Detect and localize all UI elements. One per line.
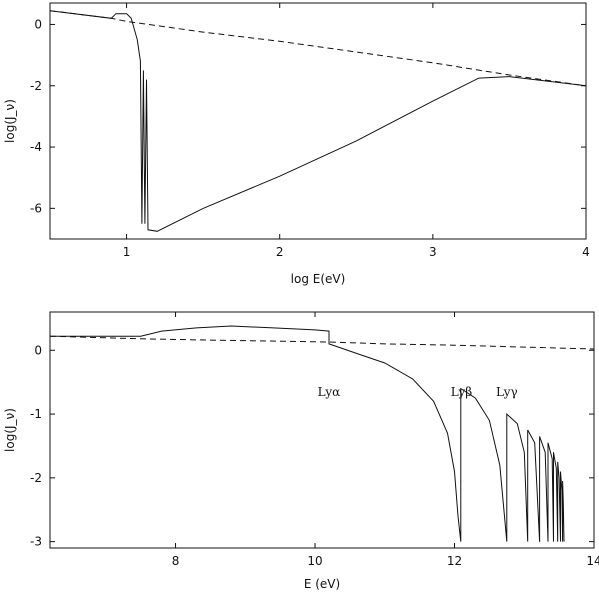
top-x-axis-label: log E(eV)	[291, 272, 346, 286]
bottom-series	[49, 325, 595, 542]
bottom-x-axis-label: E (eV)	[304, 577, 340, 591]
top-x-tick-label: 3	[429, 245, 437, 259]
bottom-x-tick-label: 14	[586, 554, 599, 568]
bottom-annotations: Lyα Lyβ Lyγ	[318, 385, 518, 399]
bottom-chart: 8 10 12 14 0 -1 -2 -3 Lyα Lyβ Lyγ E (eV) log(J_ν)	[3, 311, 599, 591]
bottom-plot-frame	[49, 311, 595, 549]
top-plot-frame	[49, 2, 587, 240]
top-series-solid-1	[49, 10, 587, 232]
bottom-x-tick-label: 8	[172, 554, 180, 568]
bottom-y-axis-label: log(J_ν)	[3, 408, 17, 452]
bottom-series-solid-2	[539, 436, 565, 542]
bottom-y-tick-label: -1	[30, 407, 42, 421]
bottom-series-solid-1	[50, 325, 541, 542]
bottom-x-tick-label: 12	[447, 554, 462, 568]
top-x-tick-label: 1	[123, 245, 131, 259]
top-x-tick-label: 2	[276, 245, 284, 259]
top-x-tick-label: 4	[582, 245, 590, 259]
bottom-ticks: 8 10 12 14 0 -1 -2 -3	[30, 312, 599, 568]
bottom-annotation-1: Lyβ	[451, 385, 473, 399]
bottom-y-tick-label: -2	[30, 471, 42, 485]
top-series-dashed-0	[49, 10, 587, 87]
top-y-tick-label: 0	[34, 17, 42, 31]
top-y-tick-label: -4	[30, 140, 42, 154]
top-chart: 1 2 3 4 0 -2 -4 -6 log E(eV) log(J_ν)	[3, 2, 590, 286]
bottom-y-tick-label: 0	[34, 343, 42, 357]
bottom-x-tick-label: 10	[307, 554, 322, 568]
top-y-axis-label: log(J_ν)	[3, 99, 17, 143]
top-y-tick-label: -2	[30, 79, 42, 93]
bottom-y-tick-label: -3	[30, 535, 42, 549]
bottom-annotation-0: Lyα	[318, 385, 341, 399]
top-ticks: 1 2 3 4 0 -2 -4 -6	[30, 3, 590, 259]
bottom-annotation-2: Lyγ	[496, 385, 518, 399]
bottom-series-dashed-0	[49, 335, 595, 350]
top-y-tick-label: -6	[30, 201, 42, 215]
top-series	[49, 10, 587, 232]
